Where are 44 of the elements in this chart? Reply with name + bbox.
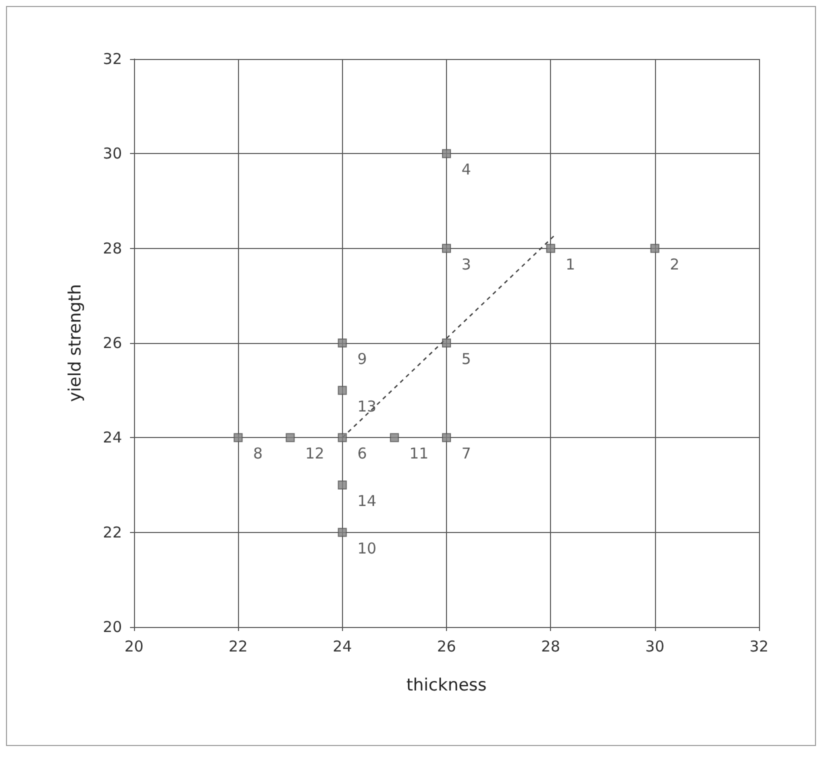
point [338,528,347,537]
annotation: 11 [409,444,429,463]
point [442,338,451,348]
y-tick-label: 28 [102,239,122,258]
y-tick-label: 32 [102,50,122,68]
annotation: 7 [462,444,472,463]
annotation: 1 [566,255,576,274]
annotation: 14 [357,492,376,510]
point [338,433,347,442]
point [650,244,660,253]
annotation: 3 [462,255,472,274]
y-tick-label: 20 [102,618,122,636]
x-tick-label: 22 [228,638,248,656]
x-tick-label: 20 [124,638,144,656]
annotation: 6 [357,444,367,463]
y-tick-label: 26 [102,334,122,352]
annotation: 2 [670,255,680,274]
y-tick-label: 30 [102,144,122,163]
x-tick-label: 32 [749,638,769,656]
annotation: 13 [357,397,376,416]
x-tick-label: 24 [332,638,352,656]
point [442,244,451,253]
x-tick-label: 26 [436,638,456,656]
point [234,433,243,442]
annotation: 8 [253,444,263,463]
y-tick-label: 24 [102,428,122,447]
point [338,386,347,395]
point [442,433,451,442]
point [338,338,347,348]
annotation: 9 [357,350,367,368]
annotation: 4 [462,160,472,179]
x-tick-label: 30 [645,638,664,656]
point [338,480,347,490]
x-axis-title: thickness [406,676,487,696]
point [442,149,451,158]
annotation: 10 [357,539,376,558]
y-tick-label: 22 [102,523,122,542]
y-axis-title: yield strength [66,284,86,402]
annotation: 12 [305,444,324,463]
annotation: 5 [462,350,472,368]
point [286,433,295,442]
x-tick-label: 28 [541,638,560,656]
point [546,244,556,253]
point [390,433,399,442]
